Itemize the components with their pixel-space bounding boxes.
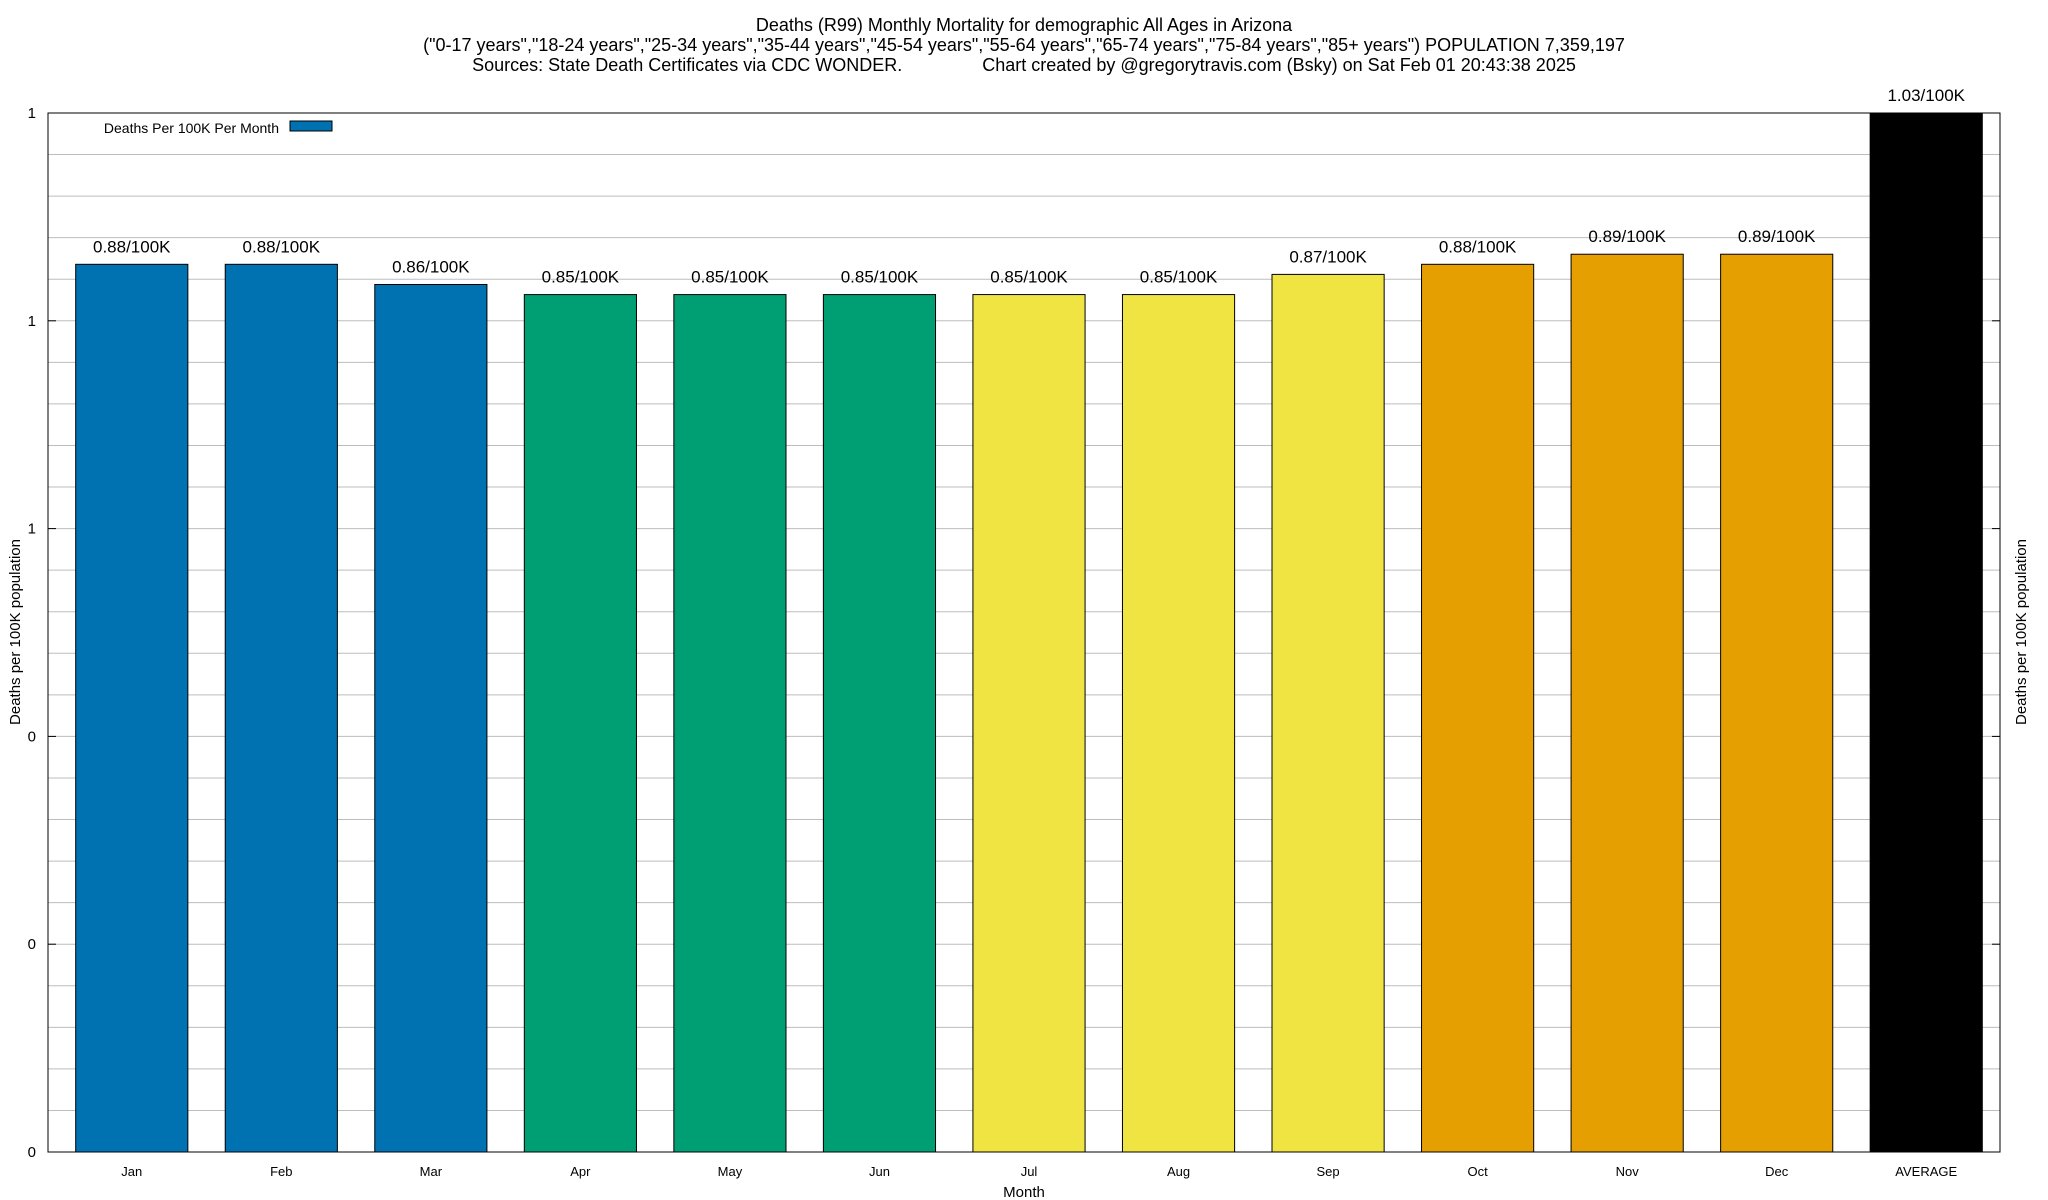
bar-may (673, 294, 787, 1153)
x-tick-label: Jul (1021, 1164, 1038, 1179)
bar-average (1869, 112, 1983, 1153)
y-tick-label: 1 (28, 521, 36, 538)
x-tick-label: Aug (1167, 1164, 1190, 1179)
chart-source-line: Sources: State Death Certificates via CD… (472, 55, 1576, 75)
y-axis-label: Deaths per 100K population (7, 539, 24, 725)
bar-value-labels: 0.88/100K 0.88/100K 0.86/100K 0.85/100K 0.85… (93, 86, 1966, 287)
bar-nov (1570, 253, 1684, 1153)
y-tick-label: 0 (28, 728, 36, 745)
bar-value-label: 0.85/100K (1140, 268, 1218, 287)
bar-mar (374, 283, 488, 1153)
y-axis-ticks: 0 0 0 1 1 1 (28, 105, 2000, 1161)
bar-feb (224, 263, 338, 1153)
x-tick-label: Apr (570, 1164, 591, 1179)
x-tick-label: AVERAGE (1895, 1164, 1957, 1179)
bar-jul (972, 294, 1086, 1153)
y-axis-label-right: Deaths per 100K population (2013, 539, 2030, 725)
x-tick-label: Feb (270, 1164, 292, 1179)
plot-frame (47, 112, 2001, 1153)
chart-title: Deaths (R99) Monthly Mortality for demog… (756, 15, 1293, 35)
bar-value-label: 0.85/100K (990, 268, 1068, 287)
bar-value-label: 0.85/100K (691, 268, 769, 287)
bar-value-label: 1.03/100K (1887, 86, 1965, 105)
y-tick-label: 1 (28, 313, 36, 330)
legend: Deaths Per 100K Per Month (104, 120, 333, 136)
x-tick-label: Nov (1616, 1164, 1640, 1179)
bar-value-label: 0.89/100K (1738, 227, 1816, 246)
x-tick-label: Jan (121, 1164, 142, 1179)
legend-swatch (289, 120, 333, 132)
bar-value-label: 0.85/100K (542, 268, 620, 287)
x-axis-label: Month (1003, 1184, 1045, 1200)
bar-aug (1121, 294, 1236, 1153)
x-tick-label: Mar (420, 1164, 443, 1179)
bar-value-label: 0.86/100K (392, 257, 470, 276)
bar-value-label: 0.88/100K (1439, 237, 1517, 256)
x-tick-label: Jun (869, 1164, 890, 1179)
bar-oct (1421, 263, 1535, 1153)
bar-value-label: 0.87/100K (1289, 247, 1367, 266)
bar-value-label: 0.85/100K (841, 268, 919, 287)
x-tick-label: Dec (1765, 1164, 1789, 1179)
bar-dec (1720, 253, 1834, 1153)
bar-jun (822, 294, 937, 1153)
bar-value-label: 0.88/100K (93, 237, 171, 256)
bar-apr (523, 294, 637, 1153)
chart-subtitle: ("0-17 years","18-24 years","25-34 years… (423, 35, 1625, 55)
y-tick-label: 1 (28, 105, 36, 122)
bars (75, 112, 1983, 1153)
x-tick-label: Sep (1317, 1164, 1340, 1179)
bar-jan (75, 263, 189, 1153)
legend-label: Deaths Per 100K Per Month (104, 120, 279, 136)
bar-sep (1271, 273, 1385, 1153)
bar-value-label: 0.88/100K (243, 237, 321, 256)
x-axis-ticks: Jan Feb Mar Apr May Jun Jul Aug Sep Oct Nov Dec AVER… (121, 1164, 1957, 1179)
y-tick-label: 0 (28, 1144, 36, 1161)
y-tick-label: 0 (28, 936, 36, 953)
x-tick-label: Oct (1467, 1164, 1488, 1179)
bar-value-label: 0.89/100K (1588, 227, 1666, 246)
x-tick-label: May (718, 1164, 743, 1179)
